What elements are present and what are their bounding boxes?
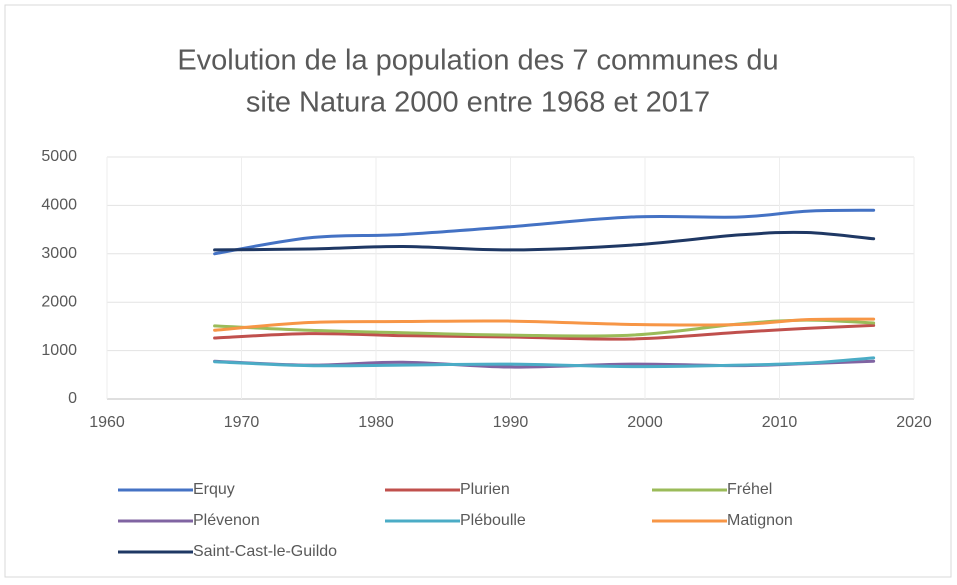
x-tick-label: 1970 xyxy=(224,414,260,431)
y-tick-label: 4000 xyxy=(41,197,77,214)
x-tick-label: 2000 xyxy=(627,414,663,431)
chart-border xyxy=(4,4,952,578)
legend-label: Pléboulle xyxy=(460,512,526,529)
x-tick-label: 1980 xyxy=(358,414,394,431)
x-tick-label: 2010 xyxy=(762,414,798,431)
legend-label: Erquy xyxy=(193,481,235,498)
chart-title: site Natura 2000 entre 1968 et 2017 xyxy=(246,87,710,119)
legend-label: Plurien xyxy=(460,481,510,498)
x-tick-label: 1960 xyxy=(89,414,125,431)
legend-label: Matignon xyxy=(727,512,793,529)
y-tick-label: 2000 xyxy=(41,293,77,310)
chart-title: Evolution de la population des 7 commune… xyxy=(177,45,778,77)
line xyxy=(213,317,876,332)
legend-label: Saint-Cast-le-Guildo xyxy=(193,543,337,560)
y-tick-label: 0 xyxy=(68,390,77,407)
line xyxy=(213,323,876,341)
y-tick-label: 1000 xyxy=(41,342,77,359)
y-tick-label: 3000 xyxy=(41,245,77,262)
x-tick-label: 1990 xyxy=(493,414,529,431)
y-tick-label: 5000 xyxy=(41,148,77,165)
x-tick-label: 2020 xyxy=(896,414,932,431)
line xyxy=(213,230,876,252)
legend-label: Plévenon xyxy=(193,512,260,529)
line xyxy=(213,356,876,369)
legend-label: Fréhel xyxy=(727,481,772,498)
line xyxy=(213,208,876,256)
